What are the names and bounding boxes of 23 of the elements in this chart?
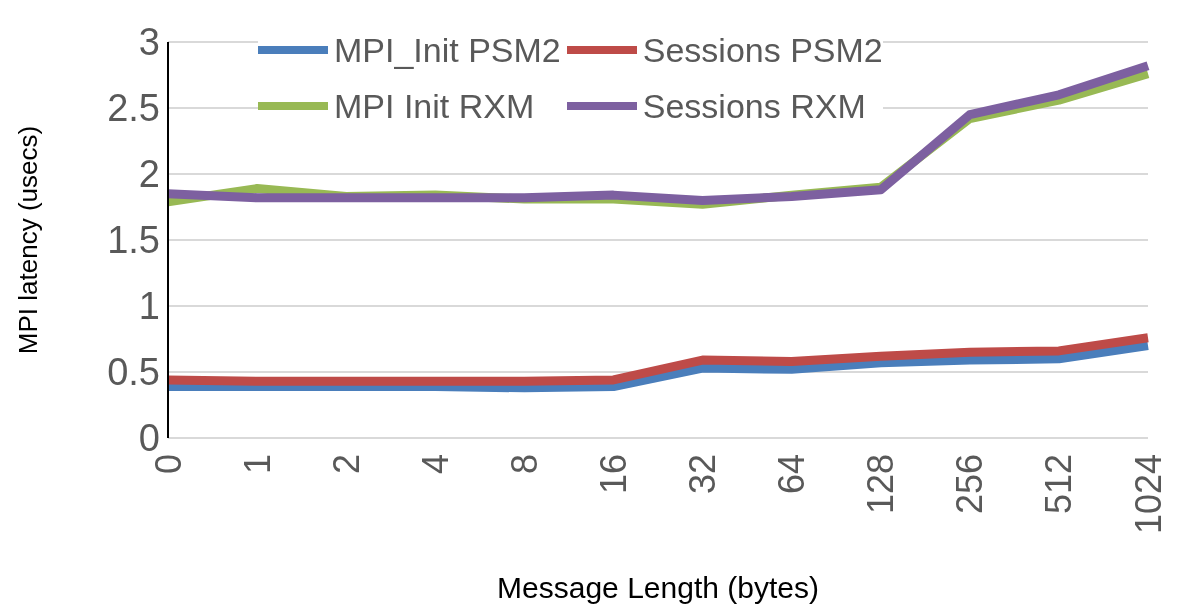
legend-label: MPI Init RXM bbox=[334, 86, 535, 127]
legend-label: Sessions RXM bbox=[642, 86, 866, 127]
x-tick-label: 1 bbox=[236, 454, 278, 475]
x-tick-label: 128 bbox=[860, 454, 902, 515]
x-axis-title: Message Length (bytes) bbox=[497, 571, 819, 604]
y-tick-label: 0.5 bbox=[107, 351, 160, 394]
x-tick-label: 512 bbox=[1038, 454, 1080, 515]
x-tick-label: 256 bbox=[949, 454, 991, 515]
x-tick-label: 4 bbox=[414, 454, 456, 475]
x-tick-label: 2 bbox=[325, 454, 367, 475]
y-axis-title: MPI latency (usecs) bbox=[13, 125, 44, 355]
y-tick-label: 1.5 bbox=[107, 219, 160, 262]
x-tick-label: 8 bbox=[503, 454, 545, 475]
y-tick-label: 3 bbox=[138, 21, 160, 64]
legend-label: MPI_Init PSM2 bbox=[334, 30, 561, 71]
x-tick-label: 64 bbox=[771, 454, 813, 495]
x-tick-label: 1024 bbox=[1127, 454, 1169, 535]
y-tick-label: 1 bbox=[138, 285, 160, 328]
y-tick-label: 2 bbox=[138, 153, 160, 196]
x-tick-label: 16 bbox=[592, 454, 634, 495]
legend-label: Sessions PSM2 bbox=[642, 30, 883, 71]
y-tick-label: 2.5 bbox=[107, 87, 160, 130]
x-tick-label: 32 bbox=[682, 454, 724, 495]
